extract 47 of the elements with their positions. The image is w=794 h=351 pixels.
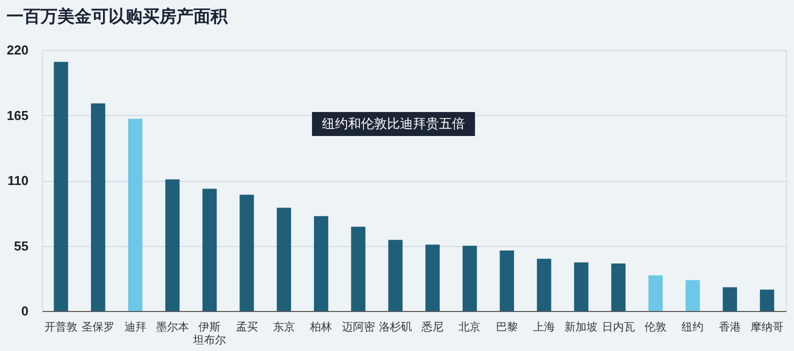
x-tick-label: 新加坡 xyxy=(564,320,598,334)
x-tick-label: 孟买 xyxy=(236,320,258,334)
x-tick-label: 圣保罗 xyxy=(82,320,115,334)
x-tick-label: 迪拜 xyxy=(124,320,146,334)
bar xyxy=(425,244,440,311)
bar xyxy=(462,246,477,311)
x-tick-label: 上海 xyxy=(533,320,556,334)
bar xyxy=(686,280,700,311)
bar xyxy=(574,262,588,311)
y-tick-label: 165 xyxy=(6,108,28,123)
x-tick-label: 柏林 xyxy=(309,320,332,334)
annotation: 纽约和伦敦比迪拜贵五倍 xyxy=(312,112,475,136)
x-tick-label: 摩纳哥 xyxy=(750,320,784,334)
bar xyxy=(351,226,366,311)
bar xyxy=(276,208,292,311)
bar xyxy=(314,216,328,311)
x-tick-label: 开普敦 xyxy=(44,320,78,334)
bar xyxy=(165,179,180,311)
bar xyxy=(536,258,552,311)
bar xyxy=(722,287,738,311)
y-tick-label: 220 xyxy=(6,42,28,58)
bar xyxy=(611,264,626,311)
y-tick-label: 55 xyxy=(14,238,28,254)
bar xyxy=(388,240,403,311)
chart-title: 一百万美金可以购买房产面积 xyxy=(6,7,228,27)
bar xyxy=(760,290,774,311)
bar xyxy=(90,103,106,311)
x-tick-label: 纽约 xyxy=(682,320,704,334)
y-tick-label: 0 xyxy=(21,304,28,318)
x-tick-label: 巴黎 xyxy=(496,320,518,334)
x-tick-label: 香港 xyxy=(718,320,741,334)
x-tick-label: 悉尼 xyxy=(420,320,444,334)
bar xyxy=(500,250,514,311)
x-tick-label: 伊斯坦布尔 xyxy=(192,320,226,346)
x-tick-label: 伦敦 xyxy=(644,320,667,334)
x-tick-label: 北京 xyxy=(458,320,481,334)
x-tick-label: 东京 xyxy=(272,320,295,334)
x-tick-label: 墨尔本 xyxy=(156,320,189,334)
y-tick-label: 110 xyxy=(8,173,28,188)
bar xyxy=(240,194,254,311)
bar xyxy=(202,188,217,311)
bar xyxy=(128,118,142,311)
x-tick-label: 洛杉矶 xyxy=(378,320,412,334)
bar xyxy=(54,62,68,311)
x-tick-label: 日内瓦 xyxy=(602,320,635,334)
bar xyxy=(648,275,663,311)
x-tick-label: 迈阿密 xyxy=(342,320,375,334)
